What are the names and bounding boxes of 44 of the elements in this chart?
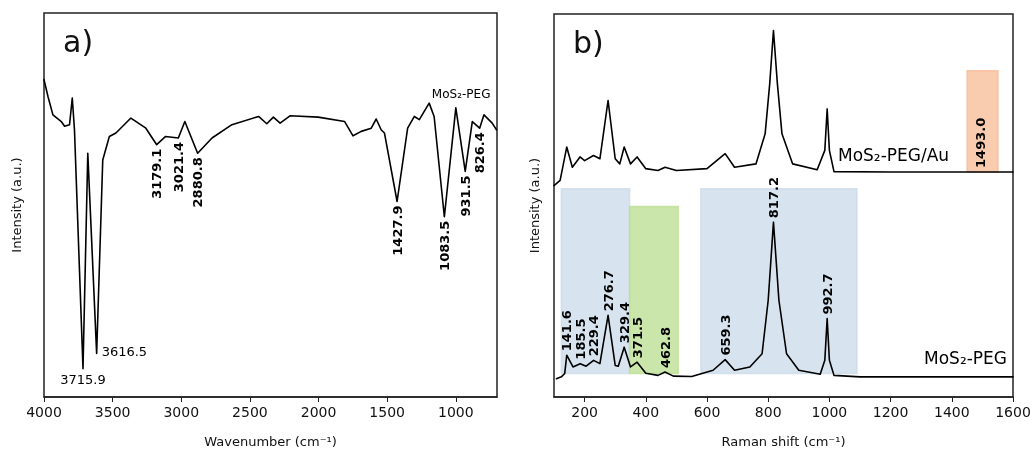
annotation: 276.7 [600,270,616,312]
x-axis-title: Wavenumber (cm⁻¹) [204,434,337,449]
series-label: MoS₂-PEG/Au [837,145,950,166]
annotation: 931.5 [457,175,473,217]
annotation: 2880.8 [190,157,206,208]
annotation: 992.7 [819,273,835,315]
x-axis-title: Raman shift (cm⁻¹) [721,434,846,449]
annotation: 3179.1 [149,148,165,199]
x-tick-label: 600 [693,404,721,420]
x-tick-label: 1400 [933,404,970,420]
x-tick-label: 200 [571,404,598,420]
annotation: 817.2 [765,177,781,219]
x-tick-label: 1500 [369,404,405,420]
annotation: 185.5 [572,318,588,360]
annotation: 826.4 [472,132,488,174]
y-axis-title: Intensity (a.u.) [526,157,542,254]
chart-title: b) [573,24,604,60]
x-tick-label: 1600 [995,404,1031,420]
x-tick-label: 2500 [232,404,268,420]
annotation: 1083.5 [436,220,452,271]
annotation: 462.8 [657,326,673,369]
series-label: MoS₂-PEG [924,348,1007,369]
annotation: 1427.9 [389,205,405,256]
x-tick-label: 3000 [163,404,200,420]
x-tick-label: 1000 [811,404,848,420]
annotation: 329.4 [616,302,632,344]
series-label: MoS₂-PEG [431,86,491,101]
x-tick-label: 4000 [26,404,62,420]
x-tick-label: 3500 [94,404,131,420]
x-tick-label: 1000 [438,404,474,420]
x-tick-label: 400 [632,404,660,420]
annotation: 229.4 [586,315,602,357]
x-tick-label: 800 [754,404,782,420]
annotation: 1493.0 [972,117,988,168]
annotation: 3616.5 [101,344,148,360]
annotation: 3715.9 [60,371,106,387]
annotation: 3021.4 [170,142,186,193]
x-tick-label: 2000 [300,404,337,420]
chart-title: a) [63,23,94,59]
annotation: 371.5 [629,317,645,359]
annotation: 141.6 [559,310,575,352]
x-tick-label: 1200 [872,404,909,420]
y-axis-title: Intensity (a.u.) [8,157,24,253]
annotation: 659.3 [717,314,733,356]
